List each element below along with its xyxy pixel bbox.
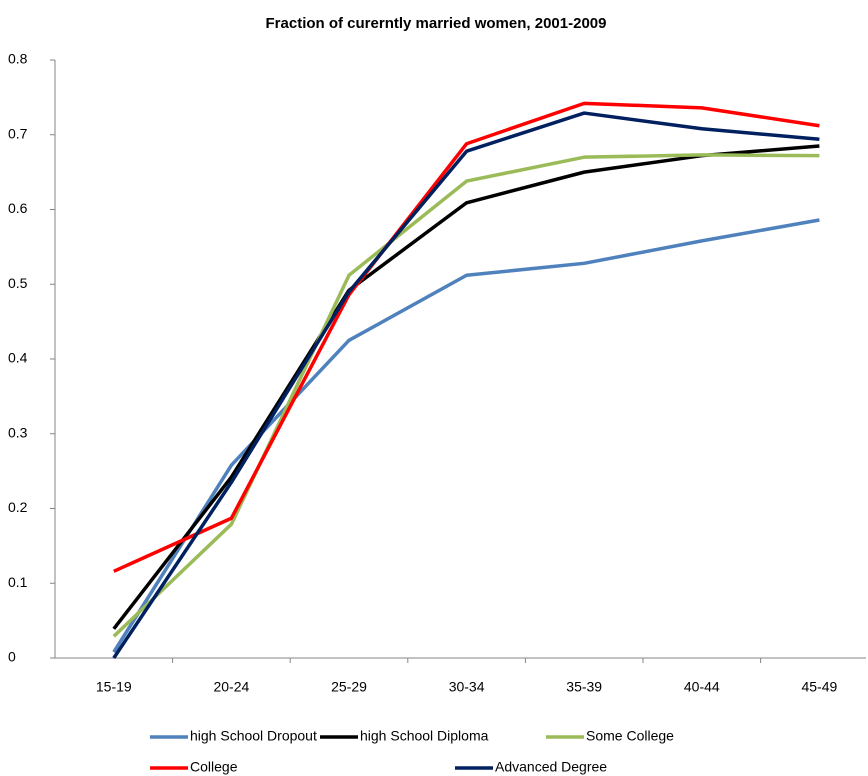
series-line xyxy=(113,101,820,573)
y-tick-label: 0.3 xyxy=(8,424,28,440)
series-line xyxy=(112,111,820,659)
y-tick-label: 0.5 xyxy=(8,275,28,291)
x-tick-label: 15-19 xyxy=(96,679,132,695)
chart-title: Fraction of curerntly married women, 200… xyxy=(266,15,607,32)
x-tick-label: 35-39 xyxy=(566,679,602,695)
y-tick-label: 0 xyxy=(8,649,16,665)
legend-label: high School Dropout xyxy=(190,728,317,744)
series-line xyxy=(112,144,820,630)
x-tick-label: 40-44 xyxy=(684,679,720,695)
y-tick-label: 0.8 xyxy=(8,51,28,67)
y-tick-label: 0.2 xyxy=(8,499,28,515)
legend-label: Advanced Degree xyxy=(495,759,607,775)
x-tick-label: 30-34 xyxy=(449,679,485,695)
series-line xyxy=(112,153,820,638)
legend-label: College xyxy=(190,759,238,775)
y-tick-label: 0.4 xyxy=(8,350,28,366)
x-tick-label: 25-29 xyxy=(331,679,367,695)
y-tick-label: 0.7 xyxy=(8,125,28,141)
y-tick-label: 0.6 xyxy=(8,200,28,216)
x-tick-label: 20-24 xyxy=(213,679,249,695)
series-line xyxy=(112,218,820,653)
y-tick-label: 0.1 xyxy=(8,574,28,590)
legend-label: Some College xyxy=(586,728,674,744)
legend-label: high School Diploma xyxy=(360,728,489,744)
x-tick-label: 45-49 xyxy=(801,679,837,695)
